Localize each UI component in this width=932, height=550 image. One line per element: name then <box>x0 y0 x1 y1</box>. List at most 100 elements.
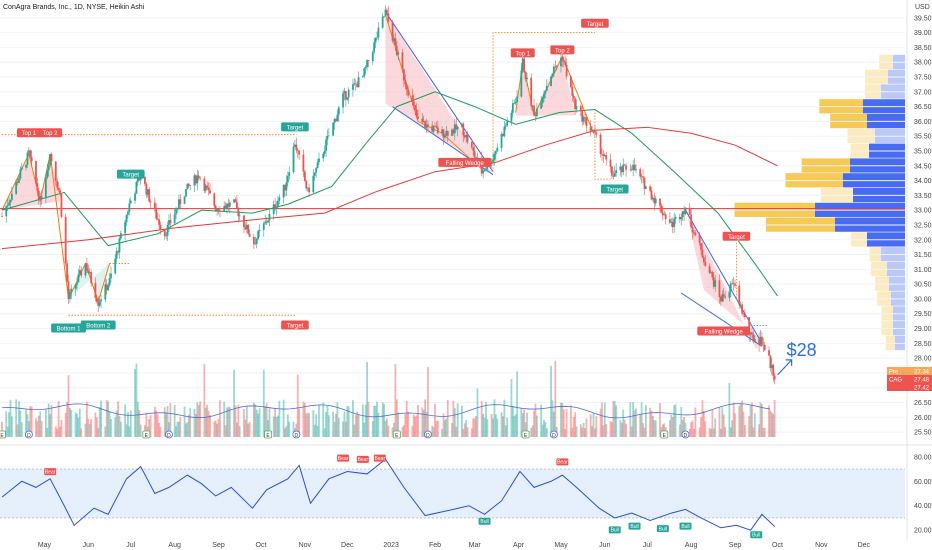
candle-body <box>623 164 626 166</box>
candle-body <box>773 375 776 380</box>
candle-body <box>278 197 281 201</box>
candle-body <box>284 184 286 191</box>
candle-body <box>465 134 468 138</box>
candle-body <box>199 178 202 179</box>
candle-body <box>322 153 325 159</box>
volume-bar <box>669 420 671 437</box>
volume-bar <box>49 414 52 437</box>
volume-bar <box>155 410 158 437</box>
volume-bar <box>684 422 687 437</box>
candle-body <box>233 199 235 203</box>
candle-body <box>86 263 88 271</box>
candle-body <box>599 134 602 155</box>
candle-body <box>411 95 414 102</box>
volume-bar <box>257 413 260 437</box>
candle-body <box>708 266 711 273</box>
candle-body <box>100 299 102 302</box>
pattern-label: Target <box>287 324 304 330</box>
candle-body <box>526 77 528 80</box>
event-marker-label: D <box>27 433 31 439</box>
pattern-label: Bottom 2 <box>86 324 111 330</box>
candle-body <box>185 189 187 197</box>
rsi-signal-label: Bear <box>338 456 349 462</box>
volume-bar <box>50 405 53 437</box>
event-marker-label: E <box>395 433 399 439</box>
volume-bar <box>219 400 221 437</box>
volume-bar <box>69 407 71 437</box>
candle-body <box>615 170 618 174</box>
candle-body <box>594 129 596 133</box>
volume-bar <box>503 399 506 437</box>
volume-bar <box>718 407 721 437</box>
volume-bar <box>128 426 131 437</box>
candle-body <box>721 294 724 302</box>
candle-body <box>110 273 112 279</box>
candle-body <box>78 270 81 275</box>
volume-bar <box>40 421 43 437</box>
volume-bar <box>265 403 268 437</box>
candle-body <box>124 222 127 234</box>
candle-body <box>670 221 673 223</box>
volume-bar <box>98 407 101 437</box>
candle-body <box>189 185 192 186</box>
candle-body <box>158 219 160 225</box>
candle-body <box>470 142 473 148</box>
candle-body <box>1 216 3 217</box>
volume-bar <box>227 406 230 437</box>
volume-bar <box>397 412 400 437</box>
candle-body <box>445 130 448 136</box>
rsi-signal-label: Bull <box>630 524 638 530</box>
volume-bar <box>749 404 752 437</box>
candle-body <box>318 158 320 163</box>
candle-body <box>306 187 309 189</box>
candle-body <box>581 110 584 122</box>
volume-bar <box>189 407 192 437</box>
dividend-marker <box>681 430 690 439</box>
volume-bar <box>712 428 715 437</box>
volume-bar <box>678 424 681 437</box>
volume-bar <box>78 408 81 437</box>
volume-bar <box>66 402 68 437</box>
candle-body <box>768 350 770 356</box>
price-label-bg <box>887 367 932 375</box>
volume-bar <box>622 409 625 437</box>
volume-bar <box>742 411 745 437</box>
candle-body <box>442 129 445 138</box>
volume-bar <box>731 420 734 437</box>
volume-bar <box>352 400 354 437</box>
candle-body <box>214 205 217 211</box>
volume-bar <box>134 368 136 437</box>
price-label-value: 27.34 <box>914 370 930 376</box>
volume-bar <box>434 404 436 437</box>
candle-body <box>364 67 367 69</box>
rsi-signal-bg <box>750 531 763 539</box>
candle-body <box>609 159 612 167</box>
x-tick-label: Nov <box>299 542 312 549</box>
candle-body <box>732 282 735 284</box>
volume-bar <box>572 417 575 437</box>
x-tick-label: Dec <box>858 542 871 549</box>
volume-bar <box>526 412 528 437</box>
volume-bar <box>247 423 250 437</box>
x-tick-label: Feb <box>429 542 441 549</box>
candle-body <box>228 202 231 207</box>
rsi-tick-label: 60.00 <box>914 479 932 486</box>
volume-bar <box>234 405 237 437</box>
candle-body <box>536 108 538 117</box>
volume-bar <box>444 420 446 437</box>
event-marker-label: E <box>145 433 149 439</box>
candle-body <box>206 185 209 188</box>
volume-bar <box>395 399 398 437</box>
volume-bar <box>751 402 753 437</box>
volume-bar <box>107 401 110 437</box>
volume-bar <box>768 405 770 437</box>
candle-body <box>173 214 176 224</box>
candle-body <box>741 304 743 314</box>
candle-body <box>344 91 347 100</box>
y-tick-label: 29.50 <box>914 311 932 318</box>
volume-bar <box>722 414 725 437</box>
candle-body <box>635 169 637 171</box>
candle-body <box>456 126 459 130</box>
volume-bar <box>87 418 90 437</box>
